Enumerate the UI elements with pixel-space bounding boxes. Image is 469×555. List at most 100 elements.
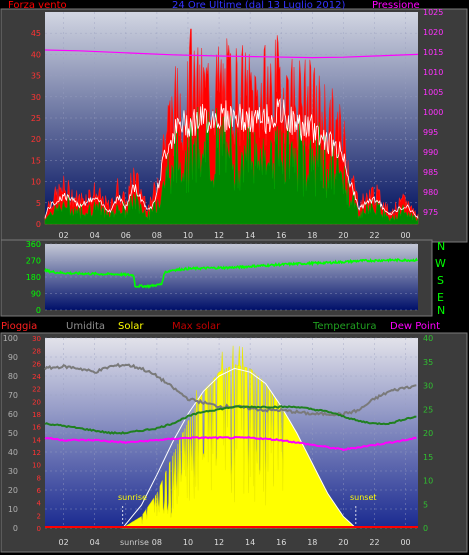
temperature-tick-label: 20 bbox=[423, 429, 433, 438]
legend-temperatura: Temperatura bbox=[313, 321, 377, 332]
rain-tick-label: 12 bbox=[32, 449, 41, 457]
rain-tick-label: 28 bbox=[32, 348, 41, 356]
wind-tick-label: 25 bbox=[31, 114, 41, 123]
solar-x-tick-label: 12 bbox=[214, 538, 224, 547]
humidity-tick-label: 0 bbox=[13, 524, 18, 533]
solar-x-tick-label: 02 bbox=[59, 538, 69, 547]
rain-tick-label: 14 bbox=[32, 436, 41, 444]
humidity-tick-label: 60 bbox=[8, 410, 18, 419]
wind-tick-label: 15 bbox=[31, 156, 41, 165]
wind-x-tick-label: 08 bbox=[152, 231, 162, 240]
pressure-tick-label: 995 bbox=[423, 128, 438, 137]
rain-tick-label: 26 bbox=[32, 360, 41, 368]
compass-west: W bbox=[435, 257, 446, 270]
wind-x-tick-label: 16 bbox=[276, 231, 286, 240]
wind-x-tick-label: 06 bbox=[121, 231, 131, 240]
rain-tick-label: 30 bbox=[32, 335, 41, 343]
humidity-tick-label: 30 bbox=[8, 467, 18, 476]
rain-tick-label: 0 bbox=[37, 525, 41, 533]
solar-x-tick-label: 22 bbox=[369, 538, 379, 547]
wind-x-tick-label: 00 bbox=[400, 231, 410, 240]
legend-solar: Solar bbox=[118, 321, 144, 332]
rain-tick-label: 8 bbox=[37, 474, 41, 482]
wind-tick-label: 30 bbox=[31, 93, 41, 102]
rain-tick-label: 2 bbox=[37, 512, 41, 520]
wind-x-tick-label: 02 bbox=[59, 231, 69, 240]
wind-x-tick-label: 14 bbox=[245, 231, 255, 240]
rain-tick-label: 20 bbox=[32, 398, 41, 406]
direction-tick-label: 360 bbox=[26, 240, 41, 249]
legend-dew-point: Dew Point bbox=[390, 321, 441, 332]
humidity-tick-label: 40 bbox=[8, 448, 18, 457]
rain-tick-label: 6 bbox=[37, 487, 42, 495]
wind-x-tick-label: 22 bbox=[369, 231, 379, 240]
max-solar-line bbox=[122, 367, 357, 529]
direction-tick-label: 270 bbox=[26, 257, 41, 266]
compass-east: E bbox=[437, 291, 444, 304]
direction-tick-label: 180 bbox=[26, 273, 41, 282]
compass-north: N bbox=[437, 240, 446, 253]
rain-tick-label: 22 bbox=[32, 386, 41, 394]
rain-tick-label: 16 bbox=[32, 424, 41, 432]
legend-max-solar: Max solar bbox=[172, 321, 221, 332]
humidity-tick-label: 100 bbox=[3, 334, 18, 343]
pressure-tick-label: 1000 bbox=[423, 108, 443, 117]
temperature-tick-label: 15 bbox=[423, 453, 433, 462]
temperature-line bbox=[44, 405, 417, 435]
humidity-tick-label: 10 bbox=[8, 505, 18, 514]
legend-umidita: Umidita bbox=[66, 321, 106, 332]
humidity-tick-label: 80 bbox=[8, 372, 18, 381]
wind-x-tick-label: 18 bbox=[307, 231, 317, 240]
wind-average-line bbox=[44, 98, 419, 219]
solar-x-tick-label: 16 bbox=[276, 538, 286, 547]
temperature-tick-label: 25 bbox=[423, 405, 433, 414]
temperature-tick-label: 35 bbox=[423, 358, 433, 367]
humidity-tick-label: 50 bbox=[8, 429, 18, 438]
pressure-tick-label: 1020 bbox=[423, 28, 443, 37]
solar-x-tick-label: 20 bbox=[338, 538, 348, 547]
temperature-tick-label: 30 bbox=[423, 382, 433, 391]
rain-tick-label: 4 bbox=[37, 500, 42, 508]
rain-tick-label: 18 bbox=[32, 411, 41, 419]
solar-x-tick-label: 18 bbox=[307, 538, 317, 547]
legend-pioggia: Pioggia bbox=[1, 321, 38, 332]
solar-x-tick-label: 14 bbox=[245, 538, 255, 547]
wind-x-tick-label: 12 bbox=[214, 231, 224, 240]
pressure-tick-label: 975 bbox=[423, 208, 438, 217]
pressure-tick-label: 1005 bbox=[423, 88, 443, 97]
pressure-tick-label: 1010 bbox=[423, 68, 443, 77]
chart-title: 24 Ore Ultime (dal 13 Luglio 2012) bbox=[172, 0, 346, 11]
wind-tick-label: 5 bbox=[36, 199, 41, 208]
direction-tick-label: 0 bbox=[36, 306, 41, 315]
temperature-tick-label: 10 bbox=[423, 477, 433, 486]
wind-x-tick-label: 04 bbox=[90, 231, 100, 240]
rain-tick-label: 10 bbox=[32, 462, 41, 470]
wind-tick-label: 20 bbox=[31, 135, 41, 144]
solar-x-tick-label: 10 bbox=[183, 538, 193, 547]
wind-direction-line bbox=[44, 257, 418, 289]
rain-tick-label: 24 bbox=[32, 373, 41, 381]
wind-axis-title: Forza vento bbox=[8, 0, 67, 11]
pressure-tick-label: 985 bbox=[423, 168, 438, 177]
pressure-tick-label: 980 bbox=[423, 188, 438, 197]
wind-tick-label: 45 bbox=[31, 29, 41, 38]
compass-south: S bbox=[437, 274, 444, 287]
pressure-axis-title: Pressione bbox=[372, 0, 420, 11]
humidity-tick-label: 20 bbox=[8, 486, 18, 495]
wind-x-tick-label: 10 bbox=[183, 231, 193, 240]
temperature-tick-label: 5 bbox=[423, 500, 428, 509]
sunrise-axis-label: sunrise bbox=[120, 538, 149, 547]
wind-tick-label: 40 bbox=[31, 50, 41, 59]
humidity-tick-label: 70 bbox=[8, 391, 18, 400]
wind-tick-label: 10 bbox=[31, 178, 41, 187]
wind-x-tick-label: 20 bbox=[338, 231, 348, 240]
wind-low-area bbox=[44, 106, 419, 225]
sunset-label: sunset bbox=[350, 493, 377, 502]
dew-point-line bbox=[44, 436, 417, 452]
pressure-tick-label: 1015 bbox=[423, 48, 443, 57]
temperature-tick-label: 40 bbox=[423, 334, 433, 343]
wind-tick-label: 35 bbox=[31, 72, 41, 81]
solar-x-tick-label: 00 bbox=[400, 538, 410, 547]
direction-tick-label: 90 bbox=[31, 290, 41, 299]
